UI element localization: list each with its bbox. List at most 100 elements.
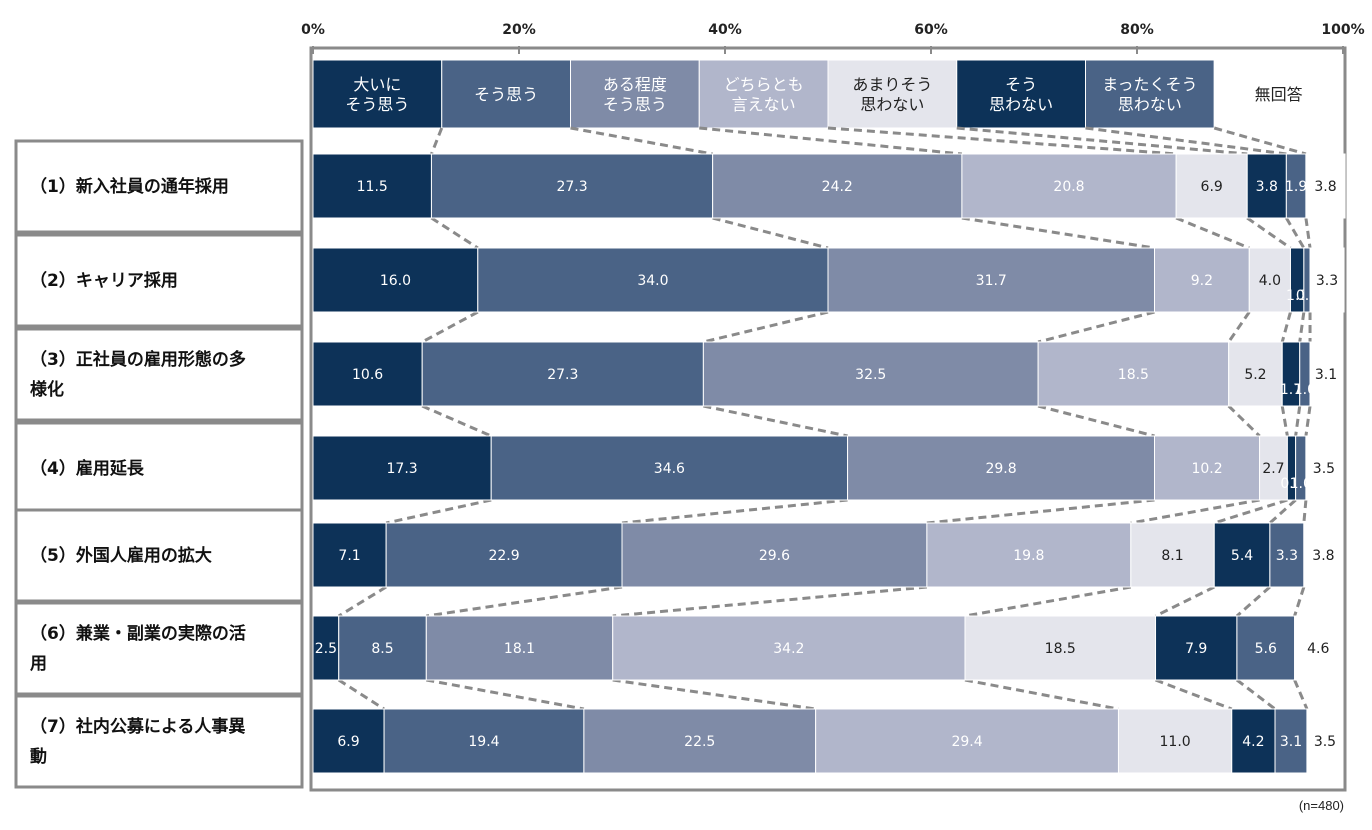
bar-value-label: 7.1 <box>338 548 360 564</box>
bar-value-label: 29.8 <box>985 461 1016 477</box>
connector-line <box>964 585 1132 618</box>
connector-line <box>1304 217 1312 249</box>
bar-segment <box>383 708 585 774</box>
bar-value-label: 5.2 <box>1244 367 1266 383</box>
bar-value-label: 19.4 <box>468 734 499 750</box>
bar-segment <box>847 435 1156 501</box>
connector-line <box>1213 126 1307 156</box>
bar-value-label: 34.2 <box>773 641 804 657</box>
bar-segment <box>312 153 432 219</box>
bar-value-label: 1.7 <box>1280 382 1302 398</box>
bar-value-label: 8.1 <box>1161 548 1183 564</box>
connector-line <box>337 678 385 711</box>
bar-value-label: 6.9 <box>337 734 359 750</box>
legend-label: 大いにそう思う <box>345 75 409 114</box>
connector-line <box>961 216 1155 250</box>
bar-value-label: 7.9 <box>1185 641 1207 657</box>
legend-box <box>956 59 1086 129</box>
category-label-box <box>14 508 304 603</box>
x-tick-label: 60% <box>914 22 948 38</box>
bar-segment <box>490 435 849 501</box>
category-label: （3）正社員の雇用形態の多様化 <box>30 349 246 400</box>
bar-value-label: 3.8 <box>1256 179 1278 195</box>
bar-value-label: 22.9 <box>488 548 519 564</box>
bar-segment <box>425 615 614 681</box>
bar-segment <box>1248 247 1291 313</box>
bar-value-label: 32.5 <box>855 367 886 383</box>
connector-line <box>703 310 829 344</box>
bar-segment <box>1309 247 1345 313</box>
bar-segment <box>312 341 423 407</box>
bar-segment <box>1259 435 1288 501</box>
bar-value-label: 9.2 <box>1191 273 1213 289</box>
connector-line <box>1293 679 1309 710</box>
bar-value-label: 20.8 <box>1053 179 1084 195</box>
connector-line <box>1155 678 1233 711</box>
connector-line <box>421 404 492 438</box>
bar-value-label: 11.0 <box>1160 734 1191 750</box>
bar-value-label: 24.2 <box>822 179 853 195</box>
bar-value-label: 3.8 <box>1312 548 1334 564</box>
connector-line <box>1175 216 1250 250</box>
bar-segment <box>1305 435 1343 501</box>
connector-line <box>1130 498 1260 525</box>
category-label-box <box>14 694 304 789</box>
legend-box <box>1085 59 1215 129</box>
bar-value-label: 6.9 <box>1201 179 1223 195</box>
connector-line <box>570 126 713 156</box>
bar-value-label: 10.6 <box>352 367 383 383</box>
bar-value-label: 18.1 <box>504 641 535 657</box>
bar-value-label: 29.4 <box>951 734 982 750</box>
legend-label: どちらとも言えない <box>724 75 804 114</box>
bar-value-label: 1.3 <box>1286 288 1308 304</box>
bar-value-label: 16.0 <box>380 273 411 289</box>
connector-line <box>1246 216 1292 250</box>
bar-value-label: 4.0 <box>1259 273 1281 289</box>
bar-segment <box>1130 522 1215 588</box>
connector-line <box>703 404 848 438</box>
bar-value-label: 3.1 <box>1280 734 1302 750</box>
connector-line <box>712 216 829 250</box>
connector-line <box>1037 404 1155 438</box>
bar-segment <box>964 615 1157 681</box>
category-label: （6）兼業・副業の実際の活用 <box>30 623 246 674</box>
bar-segment <box>1231 708 1276 774</box>
connector-line <box>1227 404 1261 438</box>
bar-value-label: 19.8 <box>1013 548 1044 564</box>
bar-value-label: 4.2 <box>1242 734 1264 750</box>
bar-segment <box>1303 522 1344 588</box>
bar-value-label: 2.5 <box>315 641 337 657</box>
category-label-box <box>14 601 304 696</box>
bar-segment <box>961 153 1177 219</box>
bar-segment <box>1154 247 1250 313</box>
bar-segment <box>1037 341 1230 407</box>
bar-value-label: 29.6 <box>759 548 790 564</box>
legend-box <box>441 59 571 129</box>
connector-line <box>621 498 848 525</box>
legend-label: まったくそう思わない <box>1102 75 1197 114</box>
bar-value-label: 11.5 <box>357 179 388 195</box>
bar-segment <box>1305 153 1346 219</box>
bar-segment <box>312 522 387 588</box>
bar-segment <box>338 615 427 681</box>
bar-value-label: 10.2 <box>1191 461 1222 477</box>
legend-box <box>312 59 443 129</box>
legend-box <box>570 59 700 129</box>
bar-value-label: 4.6 <box>1307 641 1329 657</box>
bar-value-label: 3.8 <box>1314 179 1336 195</box>
connector-line <box>1280 311 1292 343</box>
connector-line <box>699 126 963 156</box>
bar-value-label: 17.3 <box>387 461 418 477</box>
bar-segment <box>1246 153 1287 219</box>
category-label-box <box>14 139 304 234</box>
category-label: （4）雇用延長 <box>30 458 145 479</box>
bar-value-label: 5.6 <box>1255 641 1277 657</box>
connector-line <box>426 678 585 711</box>
bar-segment <box>1236 615 1296 681</box>
bar-value-label: 3.5 <box>1313 461 1335 477</box>
bar-segment <box>815 708 1119 774</box>
category-label: （2）キャリア採用 <box>30 270 178 291</box>
bar-value-label: 27.3 <box>547 367 578 383</box>
bar-segment <box>621 522 928 588</box>
connector-line <box>926 498 1155 525</box>
